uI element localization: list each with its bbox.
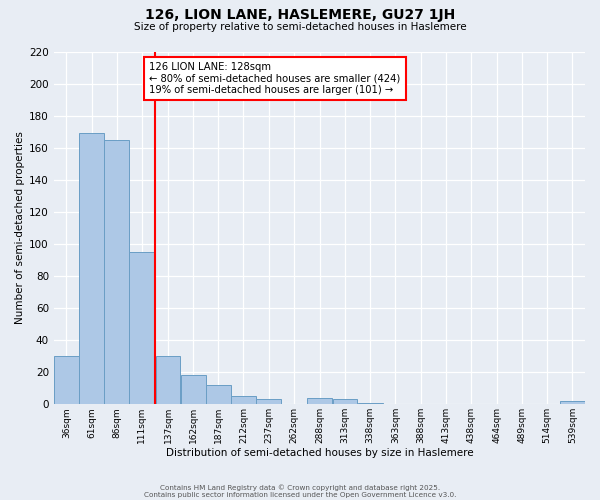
Text: Contains public sector information licensed under the Open Government Licence v3: Contains public sector information licen… (144, 492, 456, 498)
Bar (332, 400, 358, 404)
Bar (206, 385, 231, 404)
Bar (104, 140, 129, 404)
Bar (307, 398, 332, 404)
Bar (155, 356, 181, 404)
Text: Contains HM Land Registry data © Crown copyright and database right 2025.: Contains HM Land Registry data © Crown c… (160, 484, 440, 491)
Text: 126 LION LANE: 128sqm
← 80% of semi-detached houses are smaller (424)
19% of sem: 126 LION LANE: 128sqm ← 80% of semi-deta… (149, 62, 401, 96)
Bar (79, 134, 104, 404)
Bar (130, 252, 154, 404)
Text: 126, LION LANE, HASLEMERE, GU27 1JH: 126, LION LANE, HASLEMERE, GU27 1JH (145, 8, 455, 22)
Bar (358, 402, 383, 404)
Bar (256, 400, 281, 404)
Bar (54, 356, 79, 404)
Text: Size of property relative to semi-detached houses in Haslemere: Size of property relative to semi-detach… (134, 22, 466, 32)
X-axis label: Distribution of semi-detached houses by size in Haslemere: Distribution of semi-detached houses by … (166, 448, 473, 458)
Bar (231, 396, 256, 404)
Bar (181, 376, 206, 404)
Y-axis label: Number of semi-detached properties: Number of semi-detached properties (15, 132, 25, 324)
Bar (560, 401, 585, 404)
